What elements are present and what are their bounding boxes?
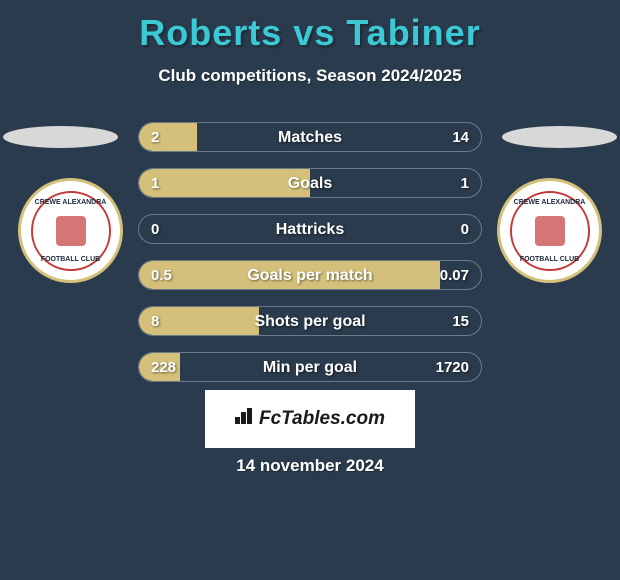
page-title: Roberts vs Tabiner — [0, 0, 620, 54]
stat-label: Min per goal — [139, 353, 481, 382]
brand-text: FcTables.com — [259, 408, 385, 429]
subtitle: Club competitions, Season 2024/2025 — [0, 66, 620, 86]
stat-row: 0.5Goals per match0.07 — [138, 260, 482, 290]
stat-row: 0Hattricks0 — [138, 214, 482, 244]
stat-label: Matches — [139, 123, 481, 152]
stat-right-value: 1720 — [436, 353, 469, 382]
player-photo-placeholder-right — [502, 126, 617, 148]
brand-logo: FcTables.com — [235, 408, 385, 430]
stat-right-value: 14 — [452, 123, 469, 152]
badge-text-bottom: FOOTBALL CLUB — [520, 256, 579, 263]
badge-text-top: CREWE ALEXANDRA — [35, 199, 107, 206]
badge-text-bottom: FOOTBALL CLUB — [41, 256, 100, 263]
stat-label: Hattricks — [139, 215, 481, 244]
stat-label: Shots per goal — [139, 307, 481, 336]
lion-icon — [56, 216, 86, 246]
badge-text-top: CREWE ALEXANDRA — [514, 199, 586, 206]
footer-brand-box: FcTables.com — [205, 390, 415, 448]
stats-container: 2Matches14 1Goals1 0Hattricks0 0.5Goals per… — [138, 122, 482, 398]
stat-right-value: 0.07 — [440, 261, 469, 290]
stat-row: 8Shots per goal15 — [138, 306, 482, 336]
stat-right-value: 15 — [452, 307, 469, 336]
stat-right-value: 0 — [461, 215, 469, 244]
club-badge-right: CREWE ALEXANDRA FOOTBALL CLUB — [497, 178, 602, 283]
stat-right-value: 1 — [461, 169, 469, 198]
stat-label: Goals per match — [139, 261, 481, 290]
bars-icon — [235, 408, 257, 424]
stat-row: 1Goals1 — [138, 168, 482, 198]
club-badge-left: CREWE ALEXANDRA FOOTBALL CLUB — [18, 178, 123, 283]
stat-label: Goals — [139, 169, 481, 198]
date-label: 14 november 2024 — [0, 456, 620, 476]
player-photo-placeholder-left — [3, 126, 118, 148]
stat-row: 228Min per goal1720 — [138, 352, 482, 382]
stat-row: 2Matches14 — [138, 122, 482, 152]
lion-icon — [535, 216, 565, 246]
